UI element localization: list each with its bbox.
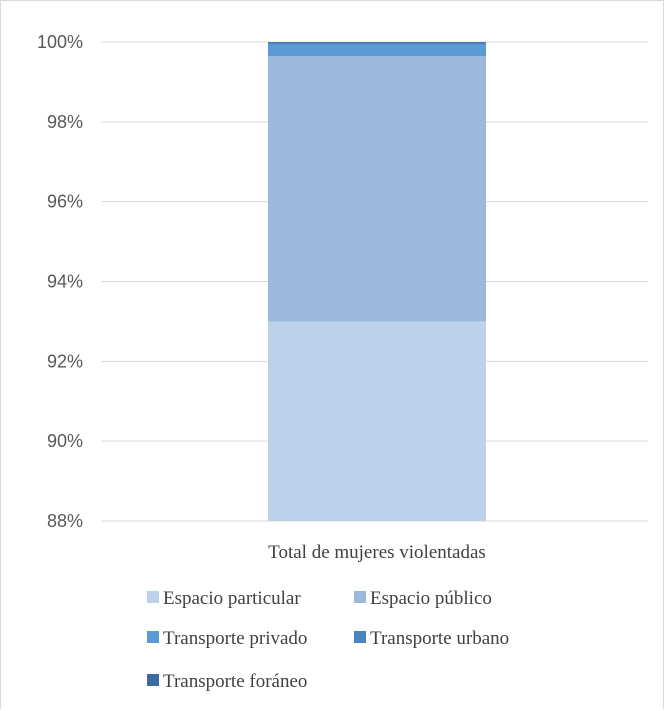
y-tick-label: 98% <box>47 112 83 132</box>
y-tick-label: 92% <box>47 351 83 371</box>
y-axis: 88% 90% 92% 94% 96% 98% 100% <box>37 32 83 531</box>
legend: Espacio particular Espacio público Transpo… <box>147 588 509 692</box>
legend-item: Transporte foráneo <box>147 671 307 692</box>
y-tick-label: 88% <box>47 511 83 531</box>
legend-swatch <box>147 674 159 686</box>
y-tick-label: 100% <box>37 32 83 52</box>
legend-item: Transporte privado <box>147 628 307 649</box>
legend-label: Espacio público <box>370 588 492 609</box>
legend-swatch <box>147 591 159 603</box>
y-tick-label: 96% <box>47 192 83 212</box>
bar-segment-transporte-privado <box>268 44 486 56</box>
bar-stack <box>268 42 486 521</box>
bar-segment-transporte-for-neo <box>268 42 486 43</box>
legend-label: Transporte privado <box>163 628 307 649</box>
y-tick-label: 90% <box>47 431 83 451</box>
legend-label: Transporte urbano <box>370 628 509 649</box>
bar-segment-espacio-p-blico <box>268 55 486 322</box>
legend-item: Transporte urbano <box>354 628 509 649</box>
legend-swatch <box>354 631 366 643</box>
legend-label: Transporte foráneo <box>163 671 307 692</box>
legend-item: Espacio particular <box>147 588 301 609</box>
legend-label: Espacio particular <box>163 588 301 609</box>
legend-item: Espacio público <box>354 588 492 609</box>
y-tick-label: 94% <box>47 272 83 292</box>
bar-segment-espacio-particular <box>268 321 486 521</box>
x-axis: Total de mujeres violentadas <box>268 542 486 563</box>
legend-swatch <box>147 631 159 643</box>
legend-swatch <box>354 591 366 603</box>
x-category-label: Total de mujeres violentadas <box>268 542 486 563</box>
bar-segment-transporte-urbano <box>268 42 486 45</box>
